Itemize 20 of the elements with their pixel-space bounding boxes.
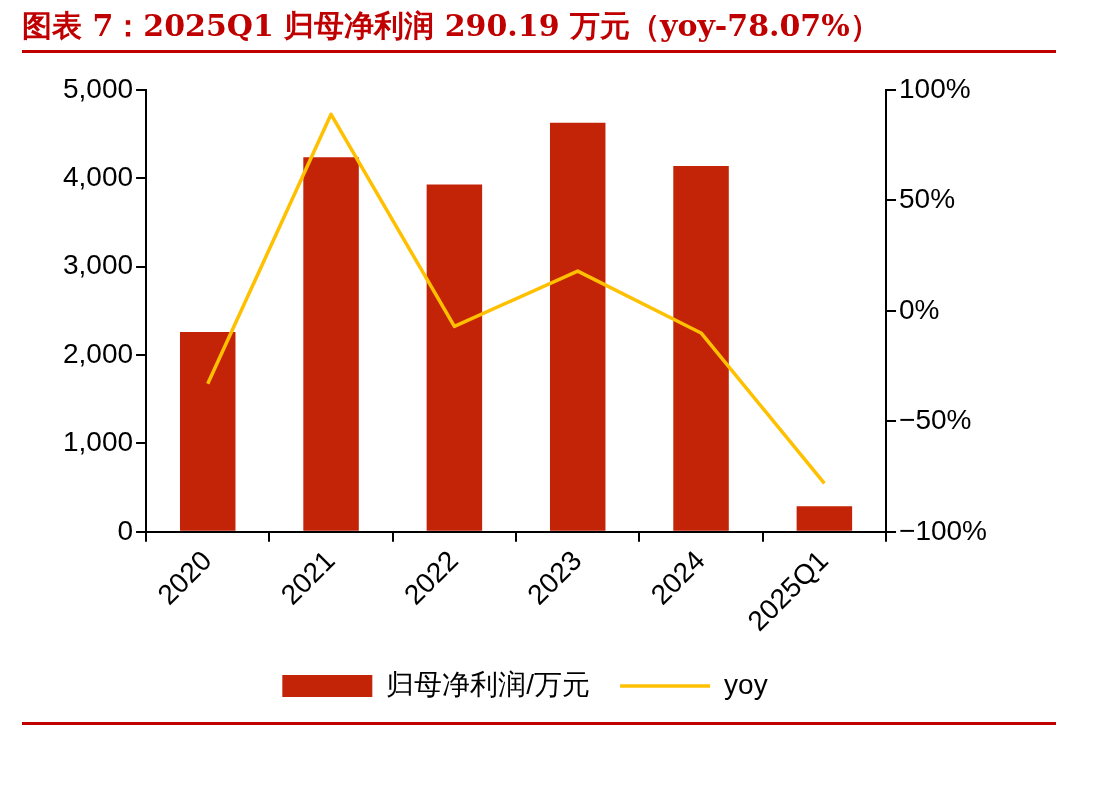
y2-tick-label: −100% <box>899 514 987 546</box>
y-tick-label: 5,000 <box>62 72 134 104</box>
y-tick-label: 2,000 <box>62 337 134 369</box>
bar <box>796 506 853 531</box>
legend-label: 归母净利润/万元 <box>386 668 591 700</box>
y-tick-label: 3,000 <box>62 249 134 281</box>
bar <box>673 165 729 531</box>
y-tick-label: 1,000 <box>62 426 134 458</box>
bar <box>426 184 483 531</box>
y2-tick-label: −50% <box>899 404 972 436</box>
y2-tick-label: 50% <box>899 183 956 215</box>
y2-tick-label: 100% <box>899 72 971 104</box>
y-tick-label: 4,000 <box>62 161 134 193</box>
legend-label: yoy <box>724 668 768 700</box>
bar <box>549 122 606 531</box>
y-tick-label: 0 <box>117 514 134 546</box>
y2-tick-label: 0% <box>899 293 940 325</box>
bar <box>303 157 359 531</box>
bar <box>179 332 236 531</box>
chart-title: 图表 7：2025Q1 归母净利润 290.19 万元（yoy-78.07%） <box>22 7 880 45</box>
